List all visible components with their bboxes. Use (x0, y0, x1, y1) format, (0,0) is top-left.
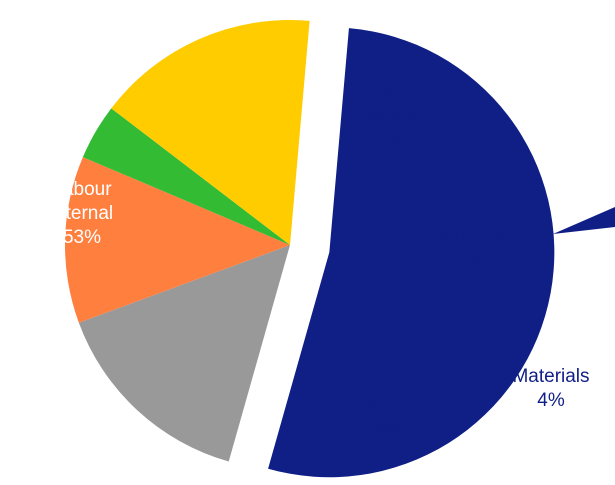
data-label-farm-out: Farm-out 12% (426, 226, 504, 271)
slice-other (111, 19, 310, 245)
slice-farm-out (64, 157, 290, 323)
data-label-materials: Materials 4% (512, 366, 589, 411)
slice-labour-internal (268, 28, 555, 478)
data-label-labour-external: Labour external 15% (353, 82, 421, 151)
labels-layer: Labour internal 53% Labour external 15% Farm-o… (51, 82, 590, 441)
data-label-labour-internal: Labour internal 53% (51, 179, 113, 248)
pointer-arrow-icon (553, 207, 615, 234)
slice-materials (82, 108, 290, 245)
data-label-other: Other 16% (356, 396, 404, 441)
slice-labour-external (78, 245, 290, 462)
slices-layer (64, 19, 555, 478)
